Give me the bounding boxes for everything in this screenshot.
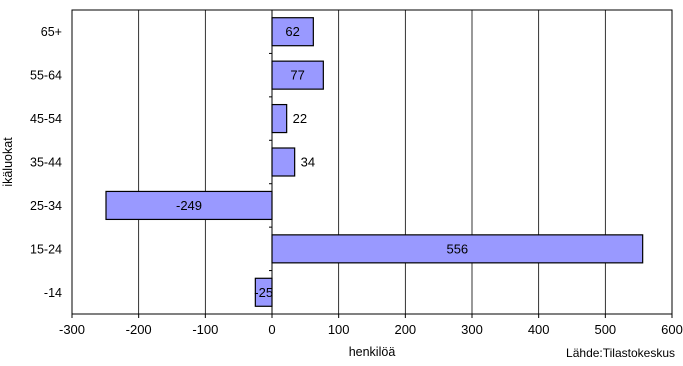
- data-label-15-24: 556: [446, 241, 468, 256]
- x-tick-label-600: 600: [661, 322, 683, 337]
- x-tick-label-200: 200: [394, 322, 416, 337]
- data-label-25-34: -249: [176, 198, 202, 213]
- bar-25-34: [105, 190, 273, 221]
- data-label-65+: 62: [285, 24, 299, 39]
- x-axis-title: henkilöä: [349, 345, 396, 359]
- zero-axis: [269, 9, 273, 314]
- bar-45-54: [271, 103, 288, 134]
- category-labels: 65+ 55-64 45-54 35-44 25-34 15-24 -14: [30, 25, 62, 300]
- x-tick-label-400: 400: [528, 322, 550, 337]
- category-label-65+: 65+: [41, 25, 62, 39]
- x-tick-label-500: 500: [594, 322, 616, 337]
- x-tick-label--300: -300: [59, 322, 85, 337]
- data-label--14: -25: [254, 285, 273, 300]
- bar-35-44: [271, 147, 296, 177]
- source-note: Lähde:Tilastokeskus: [566, 346, 675, 360]
- data-labels: 62 77 22 34 -249 556 -25: [176, 24, 468, 300]
- category-label-15-24: 15-24: [30, 242, 62, 256]
- bar-15-24: [271, 234, 644, 264]
- x-tick-label-100: 100: [328, 322, 350, 337]
- x-tick-label--200: -200: [126, 322, 152, 337]
- x-tick-labels: -300 -200 -100 0 100 200 300 400 500 600: [59, 322, 683, 337]
- category-label-55-64: 55-64: [30, 69, 62, 83]
- category-label--14: -14: [44, 286, 62, 300]
- data-label-45-54: 22: [293, 111, 307, 126]
- y-axis-title: ikäluokat: [1, 137, 15, 187]
- bars: [105, 17, 644, 307]
- data-label-55-64: 77: [290, 68, 304, 83]
- x-tick-label-300: 300: [461, 322, 483, 337]
- x-tick-label-0: 0: [268, 322, 275, 337]
- plot-area: [71, 9, 673, 315]
- category-label-25-34: 25-34: [30, 199, 62, 213]
- x-tick-label--100: -100: [192, 322, 218, 337]
- category-label-45-54: 45-54: [30, 112, 62, 126]
- data-label-35-44: 34: [301, 155, 315, 170]
- category-label-35-44: 35-44: [30, 156, 62, 170]
